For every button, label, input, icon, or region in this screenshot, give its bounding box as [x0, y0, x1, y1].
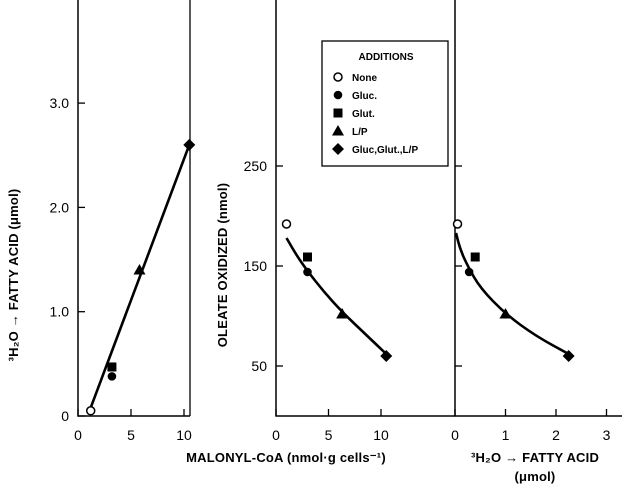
legend-title: ADDITIONS: [359, 52, 414, 63]
panel-a-ylabel: ³H₂O → FATTY ACID (μmol): [6, 189, 21, 362]
panel-c-xtick-label: 2: [552, 427, 560, 443]
panel-c-fit-curve-path: [454, 232, 570, 356]
panel-a-point-filled-triangle: [133, 263, 146, 275]
panel-a: 0 5 10 0 1.0 2.0 3.0 ³H₂O → FATTY ACID (μmol): [6, 0, 196, 443]
panel-b-fit-curve-path: [285, 237, 388, 355]
legend-box: [321, 40, 449, 167]
panel-b-ytick-label: 150: [244, 258, 268, 274]
panel-b-ylabel: OLEATE OXIDIZED (nmol): [215, 183, 230, 348]
panel-b-ytick-label: 250: [244, 158, 268, 174]
panel-c-point-filled-triangle: [499, 308, 512, 319]
panel-c-axes: [454, 0, 622, 417]
panel-b-fit-curve: [285, 237, 388, 355]
legend-marker-open-circle: [333, 72, 343, 82]
panel-b-xtick-label: 5: [325, 427, 333, 443]
panel-a-point-filled-diamond: [183, 138, 196, 151]
legend: ADDITIONS None Gluc. Glut. L/P Gluc,Glut.,L/…: [321, 40, 449, 167]
malonyl-coa-xlabel: MALONYL-CoA (nmol·g cells⁻¹): [186, 450, 386, 465]
panel-a-axes: [77, 0, 190, 417]
panel-b-xtick-label: 0: [272, 427, 280, 443]
panel-c-xlabel: ³H₂O → FATTY ACID: [471, 450, 599, 465]
panel-b-point-filled-diamond: [380, 350, 393, 362]
legend-entry-label: Glut.: [352, 109, 375, 120]
panel-c-xtick-label: 0: [451, 427, 459, 443]
panel-a-point-open-circle: [85, 406, 96, 416]
panel-a-markers: [85, 138, 196, 416]
panel-b-point-open-circle: [281, 219, 292, 229]
panel-b-point-filled-circle: [303, 267, 312, 277]
panel-c-xlabel-unit: (μmol): [515, 469, 556, 484]
panel-b-point-filled-triangle: [336, 308, 349, 319]
legend-entry-label: L/P: [352, 127, 368, 138]
panel-a-xtick-label: 10: [176, 427, 192, 443]
panel-a-ytick-label: 3.0: [50, 95, 70, 111]
panel-c-point-filled-square: [470, 252, 480, 262]
panel-a-ytick-label: 0: [61, 408, 69, 424]
panel-c-ticks: 0 1 2 3: [451, 165, 611, 443]
panel-a-fit-line: [89, 144, 191, 409]
panel-b-point-filled-square: [303, 252, 312, 262]
legend-entry-label: Gluc.: [352, 91, 377, 102]
panel-a-ytick-label: 1.0: [50, 304, 70, 320]
panel-a-point-filled-circle: [107, 372, 117, 381]
panel-a-xtick-label: 0: [74, 427, 82, 443]
panel-a-ticks: 0 5 10 0 1.0 2.0 3.0: [50, 95, 192, 443]
panel-a-xtick-label: 5: [127, 427, 135, 443]
panel-c-xtick-label: 3: [603, 427, 611, 443]
legend-items: None Gluc. Glut. L/P Gluc,Glut.,L/P: [332, 72, 418, 156]
legend-entry-label: None: [352, 73, 377, 84]
panel-b-ticks: 0 5 10 50 150 250: [244, 158, 389, 443]
legend-marker-filled-triangle: [332, 125, 344, 136]
panel-c-point-filled-diamond: [562, 350, 575, 362]
panel-c: 0 1 2 3 ³H₂O → FATTY ACID (μmol): [451, 0, 622, 484]
panel-b-xtick-label: 10: [373, 427, 389, 443]
panel-b-ytick-label: 50: [251, 358, 267, 374]
panel-a-point-filled-square: [107, 362, 117, 372]
legend-marker-filled-circle: [333, 90, 343, 100]
legend-marker-filled-diamond: [332, 143, 344, 155]
panel-c-point-open-circle: [452, 219, 463, 229]
panel-b: 0 5 10 50 150 250 OLEATE OXIDIZED (nmol): [215, 0, 455, 443]
panel-a-ytick-label: 2.0: [50, 199, 70, 215]
panel-c-point-filled-circle: [464, 267, 474, 277]
panel-c-xtick-label: 1: [502, 427, 510, 443]
panel-c-fit-curve: [454, 232, 570, 356]
panel-b-markers: [281, 219, 393, 362]
legend-marker-filled-square: [333, 108, 343, 118]
panel-c-markers: [452, 219, 575, 362]
legend-entry-label: Gluc,Glut.,L/P: [352, 145, 418, 156]
panel-a-regression-line: [89, 144, 191, 409]
